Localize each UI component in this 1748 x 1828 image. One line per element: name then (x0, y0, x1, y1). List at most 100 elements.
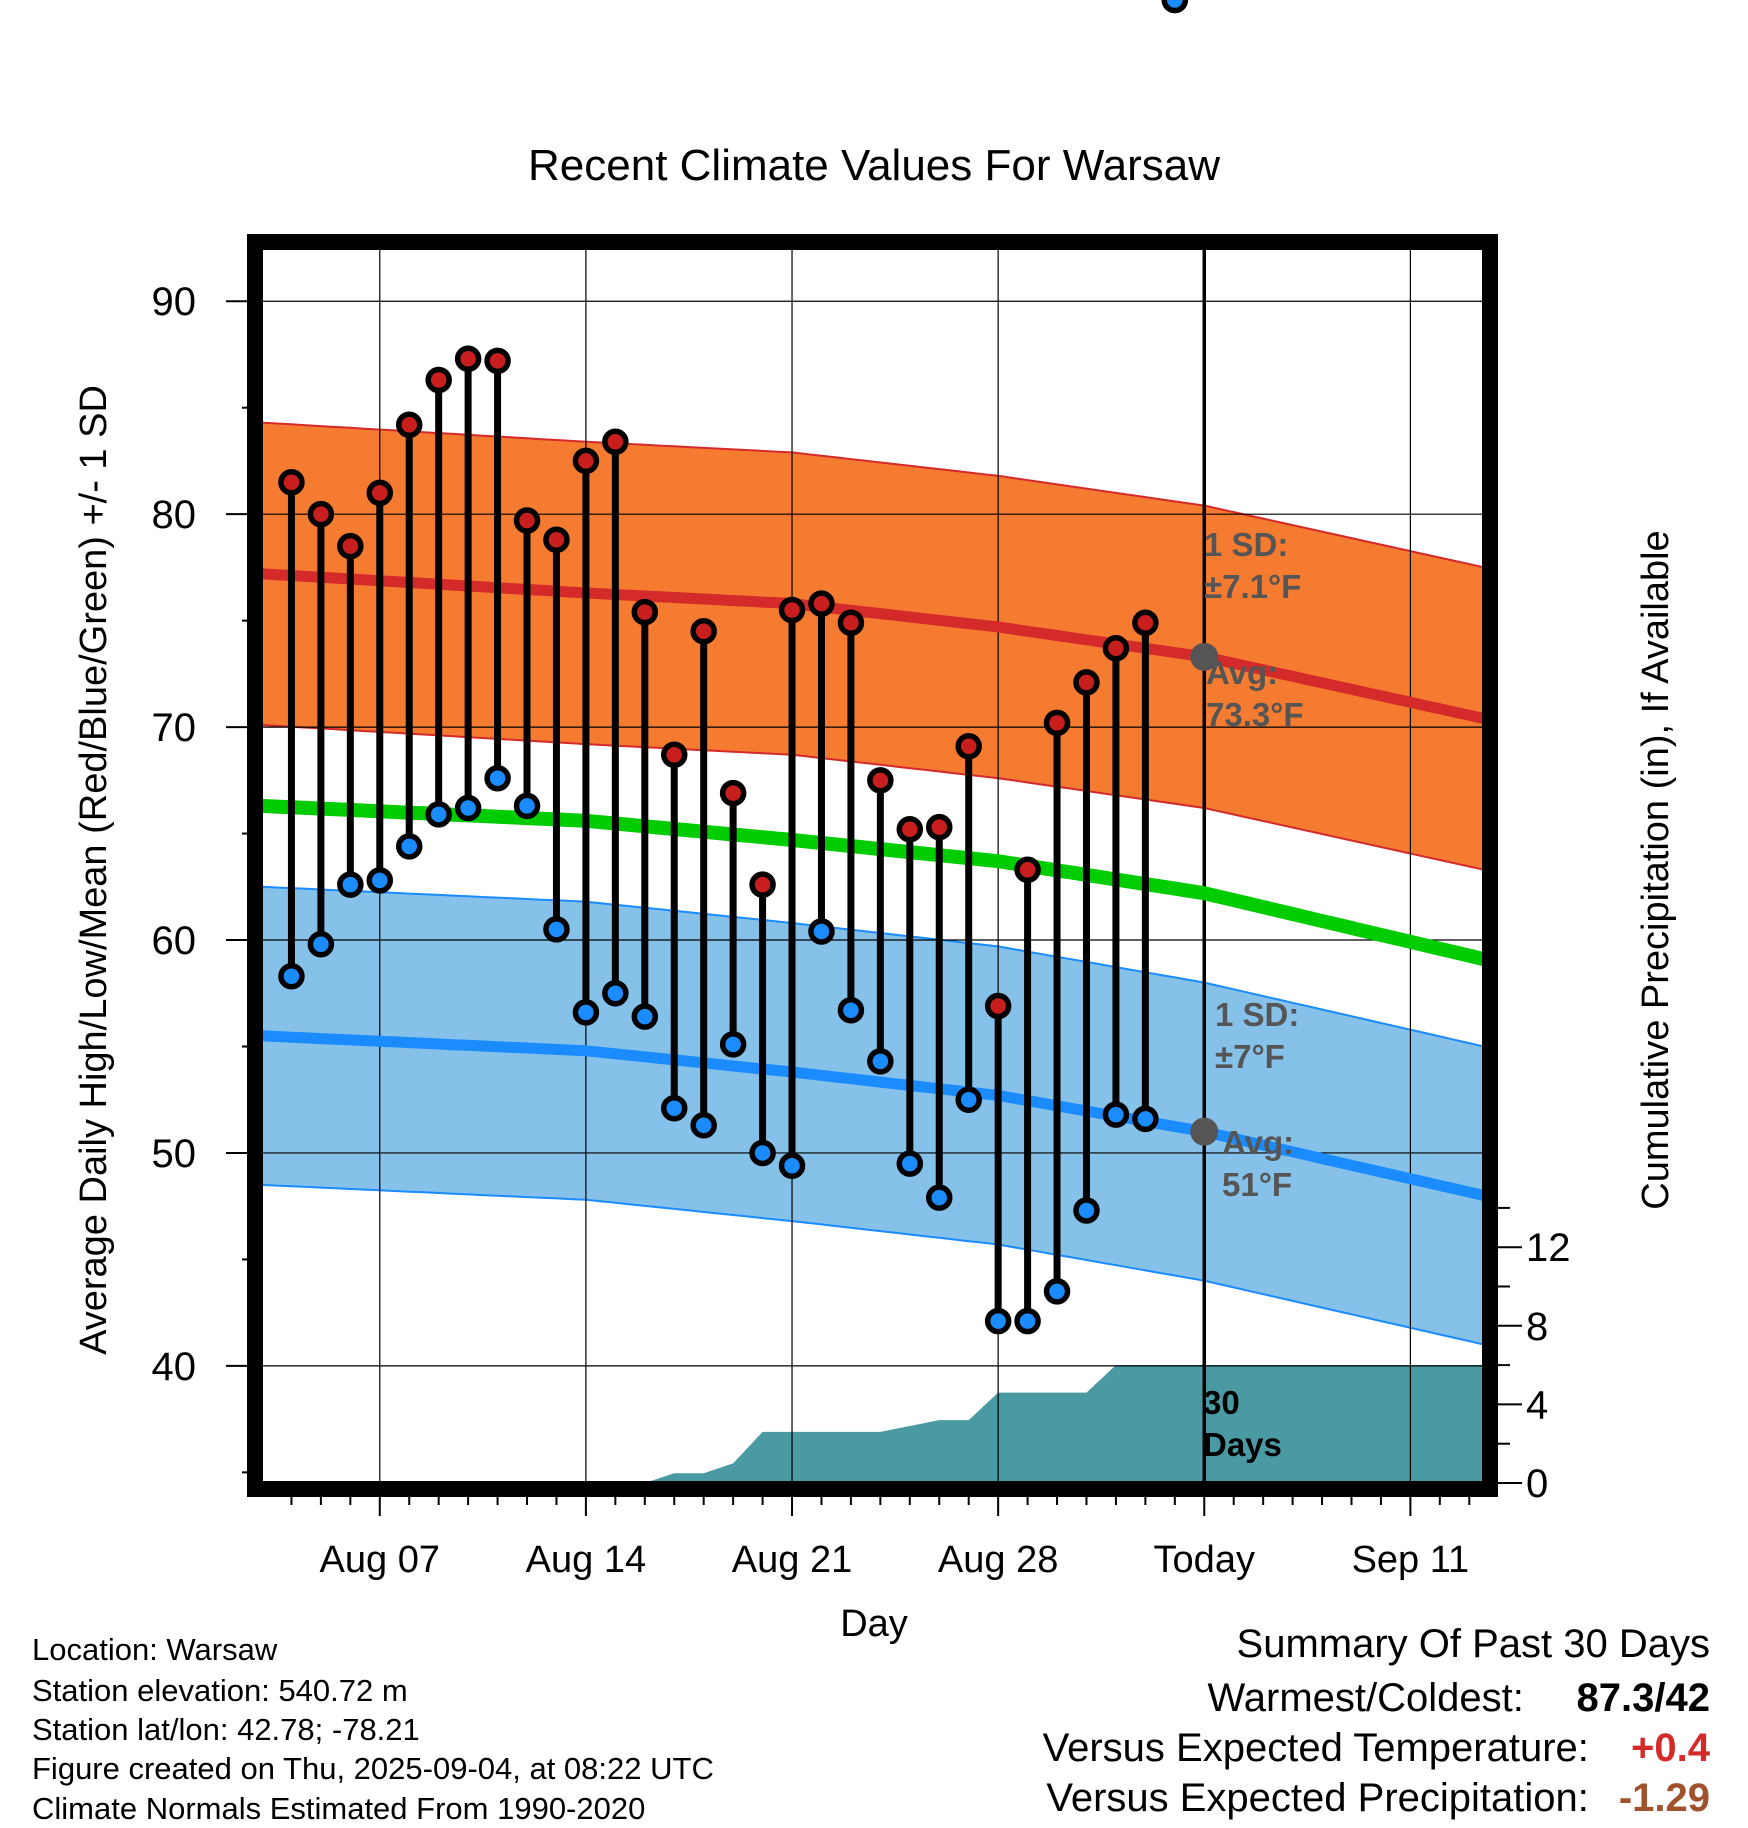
summary-temp-label: Versus Expected Temperature: (1042, 1726, 1589, 1770)
summary-warm-cold-label: Warmest/Coldest: (1207, 1676, 1524, 1720)
observed-low-point (572, 999, 600, 1026)
observed-low-point (690, 1112, 717, 1139)
observed-low-point (484, 764, 511, 792)
observed-low-point (1161, 0, 1189, 14)
observed-low-point (366, 867, 394, 894)
observed-high-point (719, 779, 747, 807)
observed-high-point (896, 816, 924, 843)
high-avg-label: Avg: (1206, 654, 1278, 691)
observed-low-point (808, 918, 835, 945)
observed-high-point (690, 618, 717, 645)
low-avg-value: 51°F (1222, 1166, 1292, 1203)
created-text: Figure created on Thu, 2025-09-04, at 08… (32, 1751, 714, 1786)
observed-high-point (837, 609, 865, 637)
observed-high-point (602, 428, 629, 456)
summary-precip-row: Versus Expected Precipitation: -1.29 (1046, 1776, 1710, 1821)
location-text: Location: Warsaw (32, 1632, 278, 1667)
observed-high-point (778, 596, 806, 624)
y2-tick-label: 4 (1526, 1383, 1548, 1427)
observed-high-point (572, 447, 600, 475)
precip-area (262, 1365, 1484, 1483)
high-avg-value: 73.3°F (1206, 696, 1304, 733)
observed-low-point (955, 1086, 982, 1113)
observed-low-point (278, 962, 305, 990)
observed-low-point (1073, 1197, 1100, 1224)
observed-high-point (307, 500, 335, 528)
summary-title: Summary Of Past 30 Days (1236, 1622, 1710, 1666)
observed-high-point (749, 871, 776, 898)
observed-low-point (867, 1048, 894, 1075)
today-high-avg-marker (1190, 642, 1219, 671)
chart-title: Recent Climate Values For Warsaw (528, 141, 1220, 190)
y-tick-label: 70 (152, 706, 197, 750)
elevation-text: Station elevation: 540.72 m (32, 1673, 408, 1708)
low-sd-label: 1 SD: (1215, 996, 1299, 1033)
y2-tick-label: 12 (1526, 1226, 1571, 1270)
observed-high-point (1073, 669, 1100, 696)
y2-tick-label: 8 (1526, 1305, 1548, 1349)
days-count-number: 30 (1203, 1384, 1240, 1421)
observed-high-point (543, 526, 570, 553)
x-tick-label: Aug 21 (732, 1539, 852, 1581)
y-tick-label: 60 (152, 919, 197, 963)
y-axis-label: Average Daily High/Low/Mean (Red/Blue/Gr… (73, 385, 115, 1355)
observed-high-point (1132, 609, 1159, 637)
summary-precip-value: -1.29 (1618, 1776, 1710, 1820)
observed-high-point (1102, 635, 1130, 662)
observed-high-point (926, 813, 953, 841)
latlon-text: Station lat/lon: 42.78; -78.21 (32, 1712, 420, 1747)
y2-tick-label: 0 (1526, 1462, 1548, 1506)
x-tick-label: Today (1154, 1539, 1255, 1581)
observed-low-point (837, 997, 865, 1024)
observed-low-point (337, 871, 364, 898)
high-sd-value: ±7.1°F (1204, 568, 1301, 605)
observed-low-point (425, 801, 452, 828)
x-tick-label: Aug 28 (938, 1539, 1058, 1581)
plot-frame (247, 234, 1498, 1497)
x-tick-label: Sep 11 (1352, 1539, 1470, 1581)
observed-high-point (984, 992, 1012, 1020)
observed-low-point (749, 1139, 776, 1167)
observed-high-point (808, 590, 835, 617)
y-tick-label: 80 (152, 493, 197, 537)
today-low-avg-marker (1190, 1117, 1219, 1146)
observed-high-point (337, 532, 364, 560)
summary-precip-label: Versus Expected Precipitation: (1046, 1776, 1589, 1820)
observed-high-point (425, 366, 452, 394)
summary-warm-cold-value: 87.3/42 (1576, 1676, 1710, 1720)
observed-low-point (660, 1094, 688, 1122)
observed-low-point (395, 833, 423, 860)
summary-warm-cold-row: Warmest/Coldest: 87.3/42 (1208, 1676, 1711, 1721)
observed-high-point (513, 507, 541, 534)
observed-high-point (366, 479, 394, 507)
x-tick-label: Aug 07 (320, 1539, 440, 1581)
x-axis-label: Day (840, 1603, 908, 1645)
observed-low-point (543, 916, 570, 943)
observed-low-point (307, 931, 335, 958)
y-tick-label: 50 (152, 1132, 197, 1176)
observed-high-point (660, 741, 688, 769)
y2-axis-label: Cumulative Precipitation (in), If Availa… (1635, 530, 1677, 1209)
low-sd-value: ±7°F (1215, 1038, 1285, 1075)
observed-low-point (513, 792, 541, 820)
observed-low-point (984, 1307, 1012, 1335)
summary-temp-value: +0.4 (1631, 1726, 1710, 1770)
observed-high-point (1043, 709, 1071, 737)
x-tick-label: Aug 14 (526, 1539, 646, 1581)
observed-low-point (896, 1150, 924, 1177)
observed-low-point (719, 1031, 747, 1058)
low-avg-label: Avg: (1222, 1124, 1294, 1161)
observed-low-point (926, 1184, 953, 1211)
observed-low-point (778, 1152, 806, 1179)
observed-high-point (454, 345, 482, 372)
observed-high-point (395, 411, 423, 438)
normals-text: Climate Normals Estimated From 1990-2020 (32, 1791, 646, 1826)
y-tick-label: 90 (152, 280, 197, 324)
observed-high-point (484, 347, 511, 375)
observed-low-point (454, 794, 482, 822)
observed-low-point (1132, 1105, 1159, 1133)
observed-low-point (631, 1003, 659, 1030)
observed-low-point (1043, 1278, 1071, 1305)
summary-temp-row: Versus Expected Temperature: +0.4 (1043, 1726, 1710, 1771)
